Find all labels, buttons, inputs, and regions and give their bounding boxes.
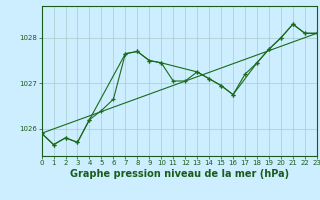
X-axis label: Graphe pression niveau de la mer (hPa): Graphe pression niveau de la mer (hPa)	[70, 169, 289, 179]
